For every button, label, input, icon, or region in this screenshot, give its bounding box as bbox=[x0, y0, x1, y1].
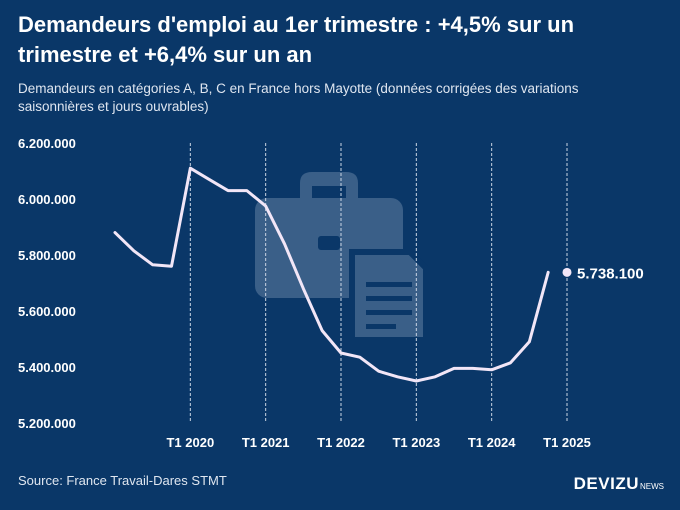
source-note: Source: France Travail-Dares STMT bbox=[18, 473, 227, 488]
last-point-group: 5.738.100 bbox=[562, 265, 644, 282]
x-tick-label: T1 2020 bbox=[166, 435, 214, 450]
last-data-point bbox=[562, 267, 572, 277]
y-tick-label: 5.800.000 bbox=[18, 248, 76, 263]
x-tick-label: T1 2024 bbox=[468, 435, 516, 450]
y-tick-label: 5.400.000 bbox=[18, 360, 76, 375]
logo-main: DEVIZU bbox=[573, 474, 639, 493]
y-tick-label: 5.200.000 bbox=[18, 416, 76, 431]
y-tick-label: 6.200.000 bbox=[18, 136, 76, 151]
chart-title: Demandeurs d'emploi au 1er trimestre : +… bbox=[18, 12, 575, 67]
y-axis: 5.200.000 5.400.000 5.600.000 5.800.000 6.00… bbox=[18, 136, 76, 431]
x-tick-label: T1 2025 bbox=[543, 435, 591, 450]
document-icon bbox=[349, 249, 429, 343]
logo-sub: NEWS bbox=[640, 482, 664, 491]
brand-logo: DEVIZUNEWS bbox=[574, 474, 664, 494]
chart-subtitle: Demandeurs en catégories A, B, C en Fran… bbox=[18, 81, 579, 114]
y-tick-label: 5.600.000 bbox=[18, 304, 76, 319]
x-axis: T1 2020 T1 2021 T1 2022 T1 2023 T1 2024 T1 20… bbox=[166, 435, 590, 450]
series-line bbox=[113, 166, 550, 383]
y-tick-label: 6.000.000 bbox=[18, 192, 76, 207]
x-tick-label: T1 2023 bbox=[392, 435, 440, 450]
x-tick-label: T1 2022 bbox=[317, 435, 365, 450]
series-group bbox=[113, 166, 550, 383]
x-tick-label: T1 2021 bbox=[242, 435, 290, 450]
last-value-label: 5.738.100 bbox=[577, 265, 644, 282]
grid-lines bbox=[189, 143, 568, 423]
